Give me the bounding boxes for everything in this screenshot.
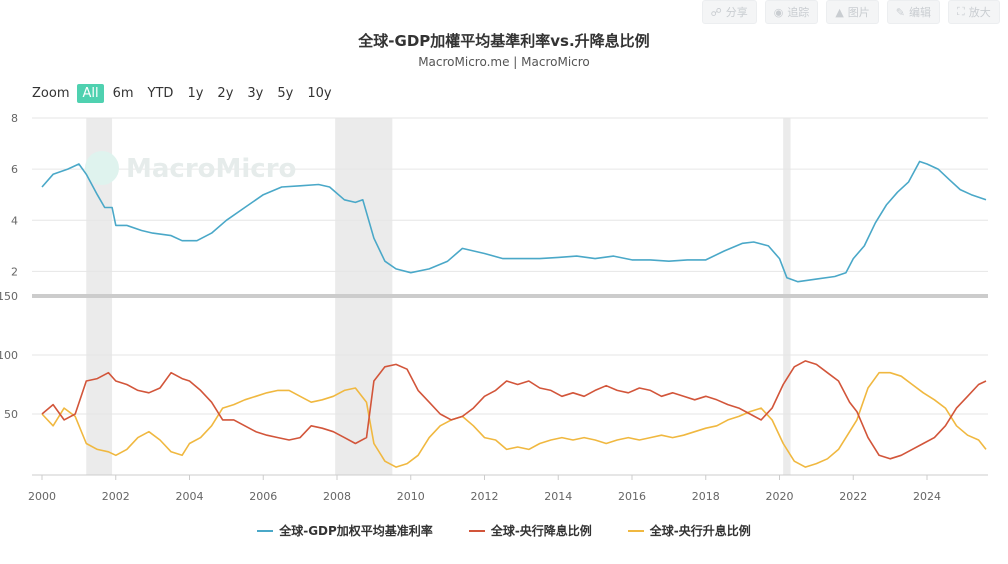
x-tick-label-7: 2014 (544, 490, 572, 503)
y-tick-label-top-3: 8 (11, 112, 18, 125)
x-tick-label-2: 2004 (176, 490, 204, 503)
x-tick-label-12: 2024 (913, 490, 941, 503)
x-tick-label-10: 2020 (766, 490, 794, 503)
y-tick-label-bottom-2: 150 (0, 290, 18, 303)
series-line-hike-ratio (41, 371, 987, 468)
y-tick-label-top-2: 6 (11, 163, 18, 176)
y-tick-label-top-0: 2 (11, 265, 18, 278)
watermark-logo-icon (85, 151, 119, 185)
shaded-period-1 (335, 118, 393, 475)
axes: 2 4 6 8 50 100 150 2000 2002 2004 2006 2008 2010 2012… (0, 112, 988, 503)
watermark: MacroMicro (85, 151, 296, 185)
track-icon: ◉ (773, 5, 784, 19)
legend-item-gdp-rate[interactable]: 全球-GDP加权平均基准利率 (257, 522, 433, 539)
watermark-text: MacroMicro (126, 154, 296, 184)
x-tick-label-1: 2002 (102, 490, 130, 503)
series-line-gdp-rate (41, 160, 987, 283)
x-tick-label-3: 2006 (249, 490, 277, 503)
edit-button[interactable]: ✎ 编辑 (886, 0, 940, 24)
zoom-10y-button[interactable]: 10y (307, 86, 332, 101)
legend-item-cut-ratio[interactable]: 全球-央行降息比例 (468, 522, 592, 539)
chart-toolbar: ☍ 分享 ◉ 追踪 ▲ 图片 ✎ 编辑 ⛶ 放大 (701, 0, 1000, 24)
edit-icon: ✎ (895, 5, 905, 19)
x-tick-label-4: 2008 (323, 490, 351, 503)
pane-separator (32, 294, 988, 298)
zoom-label: Zoom (32, 86, 70, 101)
track-button[interactable]: ◉ 追踪 (764, 0, 819, 24)
x-tick-label-9: 2018 (692, 490, 720, 503)
zoom-ytd-button[interactable]: YTD (147, 86, 174, 101)
series-lines (41, 160, 987, 468)
image-button[interactable]: ▲ 图片 (826, 0, 879, 24)
shaded-period-0 (86, 118, 113, 475)
legend-line-icon (627, 529, 644, 532)
x-tick-label-0: 2000 (28, 490, 56, 503)
zoom-bar: Zoom All 6m YTD 1y 2y 3y 5y 10y (32, 84, 337, 103)
x-tick-label-11: 2022 (839, 490, 867, 503)
x-tick-label-8: 2016 (618, 490, 646, 503)
share-icon: ☍ (710, 5, 722, 19)
y-tick-label-bottom-1: 100 (0, 349, 18, 362)
legend: 全球-GDP加权平均基准利率 全球-央行降息比例 全球-央行升息比例 (0, 522, 1008, 539)
expand-button[interactable]: ⛶ 放大 (948, 0, 1000, 24)
legend-item-hike-ratio[interactable]: 全球-央行升息比例 (627, 522, 751, 539)
legend-line-icon (257, 529, 274, 532)
zoom-1y-button[interactable]: 1y (187, 86, 204, 101)
zoom-3y-button[interactable]: 3y (247, 86, 264, 101)
series-line-cut-ratio (41, 360, 987, 460)
zoom-2y-button[interactable]: 2y (217, 86, 234, 101)
zoom-all-button[interactable]: All (77, 84, 104, 103)
x-tick-label-5: 2010 (397, 490, 425, 503)
x-tick-label-6: 2012 (471, 490, 499, 503)
shaded-period-2 (783, 118, 791, 475)
y-tick-label-bottom-0: 50 (4, 408, 18, 421)
y-tick-label-top-1: 4 (11, 214, 18, 227)
zoom-5y-button[interactable]: 5y (277, 86, 294, 101)
zoom-6m-button[interactable]: 6m (112, 86, 134, 101)
shaded-periods (86, 118, 791, 475)
image-icon: ▲ (835, 5, 844, 19)
expand-icon: ⛶ (957, 5, 965, 18)
share-button[interactable]: ☍ 分享 (701, 0, 757, 24)
grid-lines (32, 117, 988, 415)
chart-subtitle: MacroMicro.me | MacroMicro (418, 55, 590, 69)
legend-line-icon (468, 529, 485, 532)
chart-title: 全球-GDP加權平均基準利率vs.升降息比例 (358, 32, 650, 50)
